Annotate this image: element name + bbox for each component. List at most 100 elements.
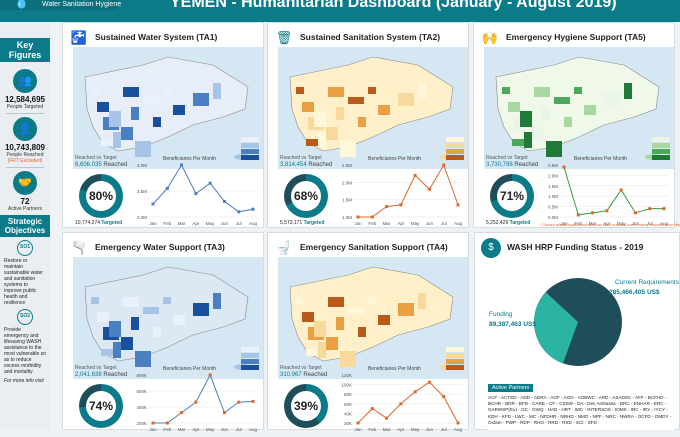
reached-value: 310,967 Reached — [280, 372, 327, 378]
chart-title: Beneficiaries Per Month — [574, 156, 627, 162]
map-district — [121, 337, 133, 350]
map-legend — [241, 347, 259, 371]
map-district — [624, 83, 632, 99]
y-tick-label: 2.0M — [548, 173, 558, 178]
panel-5: 🚽 Emergency Sanitation Support (TA4) Reach… — [267, 232, 469, 432]
x-tick-label: Jun — [221, 221, 229, 226]
x-tick-label: Jan — [149, 221, 157, 226]
legend-swatch — [652, 143, 670, 148]
brand-text: Water Sanitation Hygiene — [42, 1, 122, 8]
map-district — [306, 349, 318, 356]
map-district — [143, 97, 159, 104]
map-district — [398, 303, 414, 316]
map-district — [534, 87, 550, 97]
legend-swatch — [241, 359, 259, 364]
map-district — [398, 93, 414, 106]
data-point — [222, 199, 226, 203]
legend-swatch — [241, 137, 259, 142]
x-tick-label: Feb — [574, 221, 582, 226]
map-district — [358, 327, 366, 337]
map-district — [564, 117, 572, 127]
target-number: 10,774,274 — [75, 220, 101, 226]
series-line — [152, 163, 254, 213]
reached-caption: Reached — [514, 162, 539, 168]
reached-value: 2,041,638 Reached — [75, 372, 127, 378]
map-district — [554, 97, 570, 104]
y-tick-label: 80K — [344, 392, 352, 397]
current-req-label: Current Requirements — [615, 279, 679, 286]
funding-pie — [534, 278, 622, 366]
map-district — [302, 102, 314, 112]
panel-header: 🙌 Emergency Hygiene Support (TA5) — [480, 28, 670, 48]
wash-logo-icon: 💧 — [14, 0, 29, 9]
data-point — [151, 202, 155, 206]
y-tick-label: 800K — [136, 373, 147, 378]
map-district — [314, 321, 326, 337]
legend-swatch — [652, 155, 670, 160]
people-targeted-label: People Targeted — [6, 104, 44, 110]
y-tick-label: 20K — [344, 421, 352, 426]
percent-value: 80% — [86, 181, 116, 211]
x-tick-label: Jun — [632, 221, 640, 226]
percent-value: 39% — [291, 391, 321, 421]
chart-title: Beneficiaries Per Month — [163, 156, 216, 162]
data-point — [413, 390, 417, 394]
map-country — [289, 56, 454, 152]
yemen-map-shape — [495, 56, 663, 160]
beneficiaries-chart: Beneficiaries Per Month 2.5M 2.0M 1.5M 1.0M 0… — [548, 156, 669, 226]
x-tick-label: Apr — [397, 221, 405, 226]
x-tick-label: Feb — [368, 221, 376, 226]
map-district — [368, 297, 376, 304]
reached-number: 8,606,035 — [75, 162, 102, 168]
x-tick-label: Aug — [660, 221, 669, 226]
map-district — [508, 102, 520, 112]
map-district — [163, 297, 171, 304]
active-partners-box: Active Partners ACF - ACTED - ADD - ADRA… — [488, 376, 674, 430]
legend-swatch — [241, 155, 259, 160]
map-district — [306, 139, 318, 146]
map-district — [318, 342, 326, 358]
map-legend — [241, 137, 259, 161]
target-caption: Targeted — [101, 220, 123, 226]
panel-2: 🗑 Sustained Sanitation System (TA2) Reache… — [267, 22, 469, 228]
data-point — [251, 207, 255, 211]
y-tick-label: 400K — [136, 405, 147, 410]
map-district — [314, 111, 326, 127]
data-point — [648, 207, 652, 211]
data-point — [165, 421, 169, 425]
map-district — [326, 337, 338, 350]
series-line — [563, 166, 664, 216]
map-district — [328, 87, 344, 97]
people-reached-note: (FRT Excluded) — [7, 158, 43, 164]
y-tick-label: 120K — [341, 373, 352, 378]
reached-vs-target-label: Reached vs Target — [280, 155, 322, 161]
reached-number: 310,967 — [280, 372, 302, 378]
legend-swatch — [446, 365, 464, 370]
dollar-icon: $ — [481, 238, 501, 258]
panel-1: 🚰 Sustained Water System (TA1) Reached vs … — [62, 22, 264, 228]
map-district — [131, 317, 139, 330]
map-district — [546, 141, 562, 157]
data-point — [427, 187, 431, 191]
data-point — [180, 411, 184, 415]
map-country — [84, 56, 249, 152]
chart-title: Beneficiaries Per Month — [368, 366, 421, 372]
map-district — [131, 107, 139, 120]
current-req-value: 285,466,405 US$ — [609, 289, 660, 296]
legend-swatch — [446, 359, 464, 364]
data-point — [662, 207, 666, 211]
people-reached-label: People Reached — [6, 152, 44, 158]
data-point — [385, 416, 389, 420]
map-district — [524, 132, 532, 148]
data-point — [442, 395, 446, 399]
x-tick-label: May — [206, 221, 215, 226]
chart-title: Beneficiaries Per Month — [368, 156, 421, 162]
data-point — [222, 411, 226, 415]
data-point — [208, 181, 212, 185]
divider — [6, 113, 44, 114]
map-district — [213, 293, 221, 309]
funding-label: Funding — [489, 311, 513, 318]
data-point — [151, 421, 155, 425]
map-district — [113, 342, 121, 358]
reached-value: 3,730,798 Reached — [486, 162, 538, 168]
